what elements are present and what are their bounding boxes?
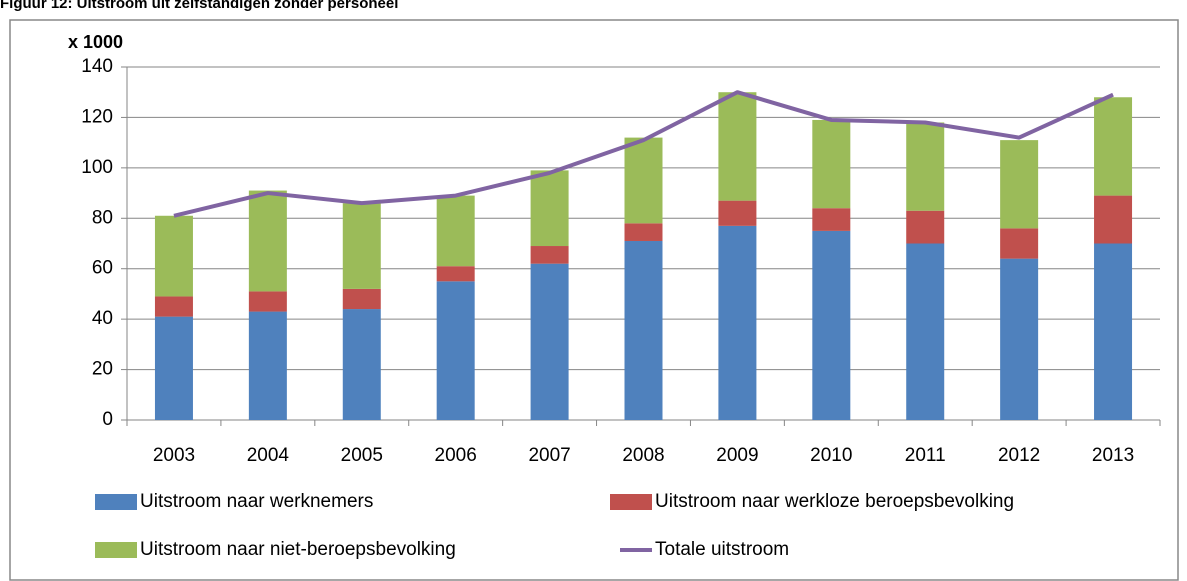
legend-label: Uitstroom naar werkloze beroepsbevolking bbox=[655, 491, 1014, 512]
bar-segment bbox=[154, 215, 193, 297]
bar-segment bbox=[1000, 140, 1039, 229]
bar-segment bbox=[248, 311, 287, 420]
x-tick-label: 2008 bbox=[622, 445, 664, 466]
bar-segment bbox=[1094, 97, 1133, 196]
y-tick-label: 0 bbox=[102, 409, 113, 430]
x-tick-label: 2012 bbox=[998, 445, 1040, 466]
legend-swatch bbox=[95, 542, 137, 558]
y-tick-label: 120 bbox=[81, 106, 113, 127]
y-tick-label: 100 bbox=[81, 157, 113, 178]
bar-segment bbox=[342, 288, 381, 310]
legend-label: Uitstroom naar werknemers bbox=[140, 491, 373, 512]
y-axis-label: x 1000 bbox=[68, 32, 123, 52]
bar-segment bbox=[718, 225, 757, 420]
bar-segment bbox=[812, 230, 851, 420]
x-tick-label: 2007 bbox=[528, 445, 570, 466]
bar-segment bbox=[248, 190, 287, 292]
total-line bbox=[173, 90, 1114, 218]
y-tick-label: 20 bbox=[92, 359, 113, 380]
y-tick-label: 40 bbox=[92, 308, 113, 329]
bar-segment bbox=[1094, 243, 1133, 420]
legend-label: Uitstroom naar niet-beroepsbevolking bbox=[140, 539, 456, 560]
bar-segment bbox=[624, 223, 663, 241]
x-tick-label: 2003 bbox=[153, 445, 195, 466]
legend-swatch bbox=[610, 494, 652, 510]
bar-segment bbox=[436, 195, 475, 267]
x-tick-label: 2011 bbox=[905, 445, 946, 466]
bar-segment bbox=[624, 137, 663, 224]
x-tick-label: 2006 bbox=[435, 445, 477, 466]
bar-segment bbox=[906, 210, 945, 244]
y-tick-label: 60 bbox=[92, 258, 113, 279]
bar-segment bbox=[1000, 228, 1039, 259]
y-tick-label: 80 bbox=[92, 207, 113, 228]
bar-segment bbox=[624, 240, 663, 420]
bar-segment bbox=[436, 281, 475, 420]
bar-segment bbox=[530, 263, 569, 420]
x-tick-label: 2010 bbox=[810, 445, 852, 466]
bar-segment bbox=[1000, 258, 1039, 420]
bar-segment bbox=[154, 296, 193, 317]
bar-segment bbox=[906, 243, 945, 420]
bar-segment bbox=[530, 246, 569, 264]
x-tick-label: 2005 bbox=[341, 445, 383, 466]
bar-segment bbox=[530, 170, 569, 247]
x-tick-label: 2009 bbox=[716, 445, 758, 466]
bar-segment bbox=[812, 119, 851, 209]
bar-segment bbox=[248, 291, 287, 312]
y-tick-label: 140 bbox=[81, 56, 113, 77]
bar-segment bbox=[906, 122, 945, 211]
bar-segment bbox=[718, 92, 757, 201]
chart-frame bbox=[9, 19, 1179, 581]
legend-label: Totale uitstroom bbox=[655, 539, 789, 560]
bar-segment bbox=[342, 309, 381, 420]
bar-segment bbox=[812, 208, 851, 231]
x-tick-label: 2013 bbox=[1092, 445, 1134, 466]
bar-segment bbox=[154, 316, 193, 420]
bar-segment bbox=[342, 203, 381, 289]
chart-title: Figuur 12: Uitstroom uit zelfstandigen z… bbox=[0, 0, 398, 12]
bar-segment bbox=[436, 266, 475, 282]
bar-segment bbox=[718, 200, 757, 226]
legend-swatch bbox=[95, 494, 137, 510]
x-tick-label: 2004 bbox=[247, 445, 290, 466]
bar-segment bbox=[1094, 195, 1133, 244]
